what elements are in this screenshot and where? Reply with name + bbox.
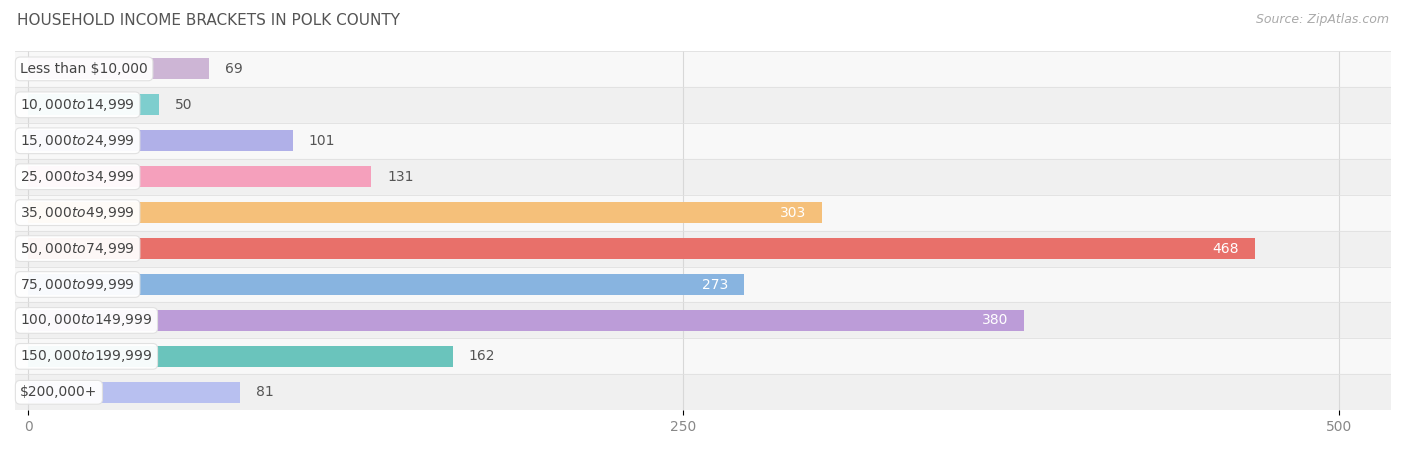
Text: 81: 81	[256, 385, 274, 399]
Bar	[28, 58, 209, 79]
Bar	[15, 267, 1391, 303]
Text: $200,000+: $200,000+	[20, 385, 97, 399]
Text: 50: 50	[174, 98, 193, 112]
Text: $75,000 to $99,999: $75,000 to $99,999	[20, 277, 135, 292]
Text: $15,000 to $24,999: $15,000 to $24,999	[20, 133, 135, 149]
Text: HOUSEHOLD INCOME BRACKETS IN POLK COUNTY: HOUSEHOLD INCOME BRACKETS IN POLK COUNTY	[17, 13, 399, 28]
Text: $35,000 to $49,999: $35,000 to $49,999	[20, 205, 135, 220]
Text: 380: 380	[981, 313, 1008, 327]
Bar	[28, 238, 1254, 259]
Text: 468: 468	[1212, 242, 1239, 255]
Bar	[15, 159, 1391, 195]
Bar	[28, 130, 292, 151]
Bar	[28, 346, 453, 367]
Bar	[15, 231, 1391, 267]
Bar	[28, 274, 744, 295]
Text: 303: 303	[780, 206, 807, 220]
Text: $25,000 to $34,999: $25,000 to $34,999	[20, 169, 135, 185]
Bar	[28, 166, 371, 187]
Text: 273: 273	[702, 277, 728, 291]
Bar	[15, 87, 1391, 123]
Bar	[28, 310, 1024, 331]
Bar	[15, 195, 1391, 231]
Bar	[15, 374, 1391, 410]
Bar	[28, 94, 159, 115]
Text: $150,000 to $199,999: $150,000 to $199,999	[20, 348, 153, 365]
Text: 131: 131	[387, 170, 413, 184]
Text: 162: 162	[468, 349, 495, 363]
Text: 101: 101	[308, 134, 335, 148]
Bar	[15, 339, 1391, 374]
Text: $100,000 to $149,999: $100,000 to $149,999	[20, 313, 153, 328]
Bar	[28, 202, 823, 223]
Bar	[28, 382, 240, 403]
Text: $50,000 to $74,999: $50,000 to $74,999	[20, 241, 135, 256]
Bar	[15, 51, 1391, 87]
Bar	[15, 123, 1391, 159]
Text: 69: 69	[225, 62, 242, 76]
Text: Less than $10,000: Less than $10,000	[20, 62, 148, 76]
Bar	[15, 303, 1391, 339]
Text: Source: ZipAtlas.com: Source: ZipAtlas.com	[1256, 13, 1389, 26]
Text: $10,000 to $14,999: $10,000 to $14,999	[20, 97, 135, 113]
